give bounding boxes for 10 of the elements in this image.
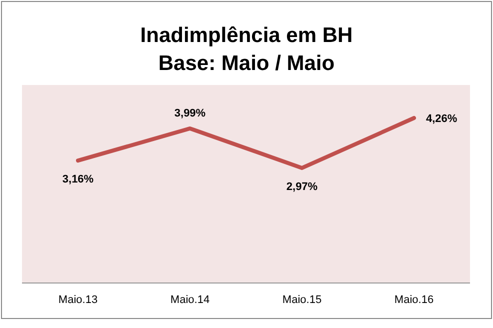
data-label: 3,99% [174, 107, 206, 120]
data-label: 3,16% [62, 174, 94, 186]
x-tick-label: Maio.14 [170, 294, 210, 306]
x-tick-label: Maio.16 [394, 294, 434, 306]
data-label: 2,97% [286, 180, 318, 193]
data-label: 4,26% [426, 113, 458, 125]
chart-subtitle: Base: Maio / Maio [158, 52, 335, 75]
chart-title: Inadimplência em BH [140, 24, 353, 47]
x-tick-label: Maio.13 [58, 294, 98, 306]
x-tick-label: Maio.15 [282, 294, 322, 306]
